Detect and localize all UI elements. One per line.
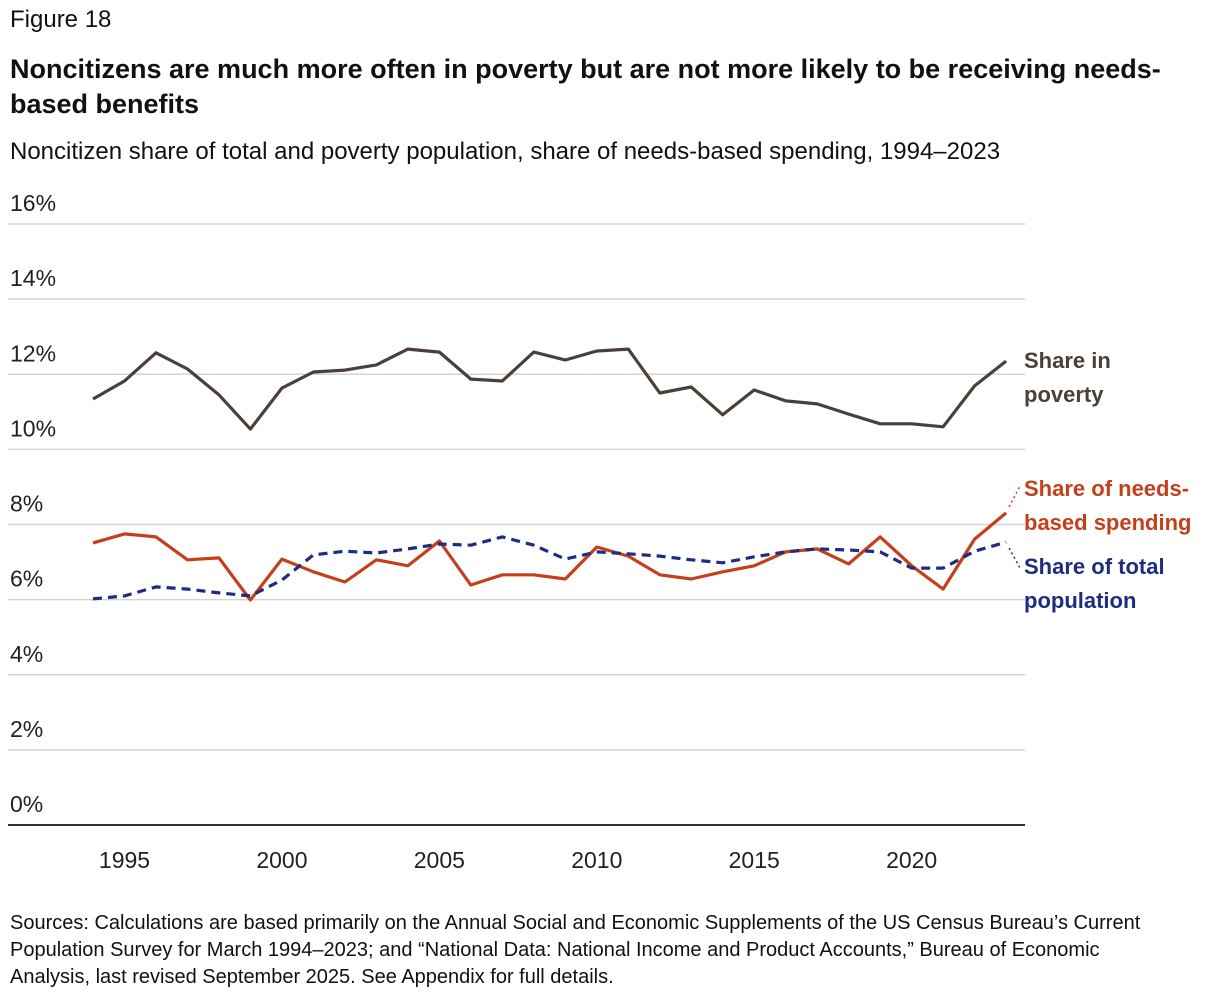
y-tick-label: 12% bbox=[10, 340, 56, 366]
x-tick-label: 2020 bbox=[886, 847, 937, 873]
x-tick-label: 1995 bbox=[99, 847, 150, 873]
y-tick-label: 10% bbox=[10, 415, 56, 441]
figure-label: Figure 18 bbox=[10, 6, 112, 33]
y-tick-label: 4% bbox=[10, 641, 43, 667]
y-tick-label: 0% bbox=[10, 791, 43, 817]
label-connector bbox=[1008, 547, 1021, 569]
legend-label: Share of total population bbox=[1024, 554, 1165, 613]
series-line bbox=[92, 511, 1008, 602]
legend-label: Share in poverty bbox=[1024, 348, 1111, 407]
chart-subtitle: Noncitizen share of total and poverty po… bbox=[10, 138, 1001, 165]
chart-title: Noncitizens are much more often in pover… bbox=[10, 54, 1161, 119]
y-tick-label: 2% bbox=[10, 716, 43, 742]
series-line bbox=[92, 535, 1007, 601]
label-connector bbox=[1008, 485, 1021, 508]
x-tick-label: 2010 bbox=[571, 847, 622, 873]
y-tick-label: 14% bbox=[10, 265, 56, 291]
y-tick-label: 8% bbox=[10, 491, 43, 517]
y-tick-label: 16% bbox=[10, 190, 56, 216]
x-tick-label: 2015 bbox=[729, 847, 780, 873]
x-tick-label: 2005 bbox=[414, 847, 465, 873]
series-line bbox=[92, 347, 1008, 431]
x-tick-label: 2000 bbox=[256, 847, 307, 873]
legend-label: Share of needs-based spending bbox=[1024, 476, 1192, 535]
source-note: Sources: Calculations are based primaril… bbox=[10, 912, 1141, 988]
y-tick-label: 6% bbox=[10, 566, 43, 592]
